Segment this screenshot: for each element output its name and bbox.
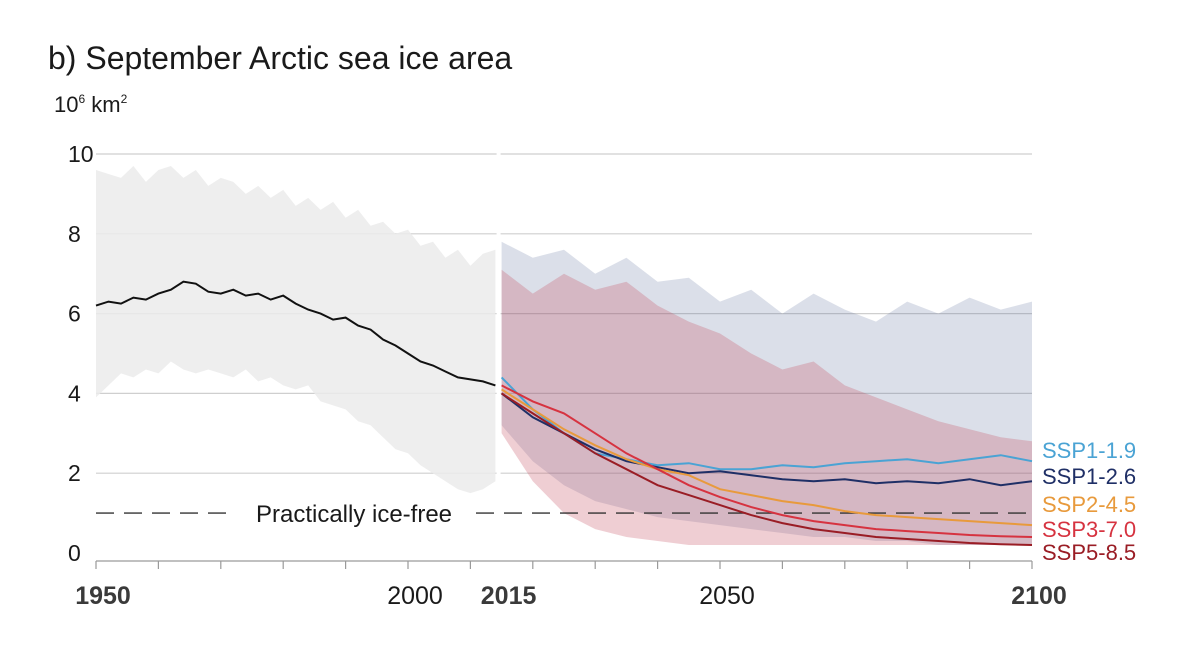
y-tick-label-2: 2 <box>68 460 81 486</box>
line-ssp1-2.6 <box>500 392 1033 487</box>
y-unit-suffix-exponent: 2 <box>120 92 128 106</box>
y-tick-label-8: 8 <box>68 221 81 247</box>
band-high-emission <box>501 269 1033 545</box>
band-historical <box>96 166 496 494</box>
chart-title: b) September Arctic sea ice area <box>48 40 513 76</box>
uncertainty-bands <box>96 146 1033 553</box>
line-historical <box>95 280 496 387</box>
x-tick-label-2100: 2100 <box>1011 582 1067 610</box>
x-tick-label-2000: 2000 <box>387 582 443 610</box>
y-unit-base: 10 <box>54 92 79 117</box>
legend-ssp2-4.5: SSP2-4.5 <box>1042 492 1136 517</box>
line-ssp2-4.5 <box>501 388 1033 527</box>
y-tick-label-6: 6 <box>68 301 81 327</box>
y-unit-suffix: km <box>85 92 121 117</box>
x-tick-label-2015: 2015 <box>481 582 537 610</box>
axes: 0 2 4 6 8 10 1950 2000 2015 2050 2100 <box>68 141 1067 610</box>
x-tick-label-1950: 1950 <box>75 582 131 610</box>
y-tick-label-4: 4 <box>68 380 81 406</box>
legend-ssp3-7.0: SSP3-7.0 <box>1042 517 1136 542</box>
band-low-emission <box>501 241 1033 546</box>
y-tick-label-0: 0 <box>68 540 81 566</box>
y-unit-exponent: 6 <box>78 92 86 106</box>
y-tick-label-10: 10 <box>68 141 94 167</box>
y-axis-unit: 106 km2 <box>54 92 127 118</box>
x-tick-label-2050: 2050 <box>699 582 755 610</box>
line-ssp3-7.0 <box>501 384 1033 538</box>
legend-ssp5-8.5: SSP5-8.5 <box>1042 540 1136 565</box>
legend-ssp1-2.6: SSP1-2.6 <box>1042 464 1136 489</box>
threshold-label: Practically ice-free <box>256 501 452 528</box>
series-lines <box>95 280 1033 546</box>
line-ssp5-8.5 <box>501 392 1033 546</box>
ice-free-threshold: Practically ice-free <box>96 501 1032 528</box>
legend-ssp1-1.9: SSP1-1.9 <box>1042 438 1136 463</box>
